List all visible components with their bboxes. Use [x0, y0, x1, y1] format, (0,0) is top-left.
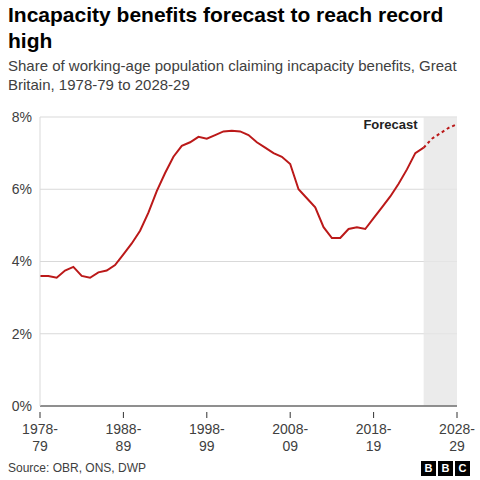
svg-text:0%: 0%	[12, 398, 32, 414]
svg-text:2018-: 2018-	[356, 421, 392, 437]
svg-text:1998-: 1998-	[189, 421, 225, 437]
html-text:Incapacity benefits forecast t: Incapacity benefits forecast to reach re…	[8, 3, 444, 52]
html-text:C: C	[458, 462, 467, 474]
svg-text:6%: 6%	[12, 181, 32, 197]
svg-text:19: 19	[366, 438, 382, 454]
svg-text:89: 89	[116, 438, 132, 454]
svg-text:4%: 4%	[12, 253, 32, 269]
svg-text:79: 79	[32, 438, 48, 454]
html-text:Share of working-age populatio: Share of working-age population claiming…	[8, 57, 457, 93]
svg-text:1978-: 1978-	[22, 421, 58, 437]
svg-text:2%: 2%	[12, 326, 32, 342]
html-text:Source: OBR, ONS, DWP: Source: OBR, ONS, DWP	[8, 461, 146, 475]
html-text:B: B	[441, 462, 450, 474]
svg-text:1988-: 1988-	[105, 421, 141, 437]
svg-text:29: 29	[449, 438, 465, 454]
svg-text:Forecast: Forecast	[363, 117, 418, 132]
svg-text:2028-: 2028-	[439, 421, 472, 437]
svg-text:8%: 8%	[12, 109, 32, 125]
svg-text:99: 99	[199, 438, 215, 454]
svg-text:2008-: 2008-	[272, 421, 308, 437]
svg-text:09: 09	[282, 438, 298, 454]
html-text:B: B	[424, 462, 433, 474]
